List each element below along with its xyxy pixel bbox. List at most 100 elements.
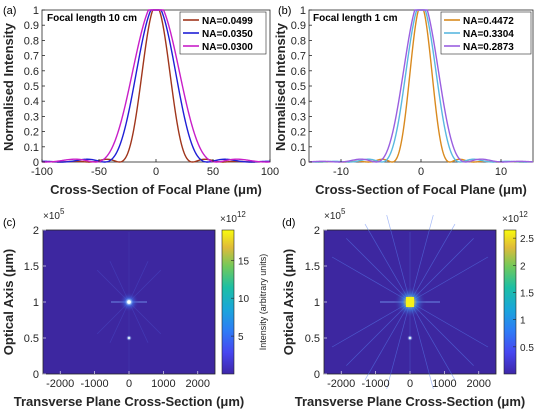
panel-c-colorbar-multiplier: ×1012 [220, 210, 246, 225]
y-tick-label: 0.2 [24, 127, 39, 139]
panel-d-tag: (d) [282, 217, 295, 229]
colorbar-tick-label: 0.5 [520, 343, 534, 354]
focal-peak [127, 300, 131, 304]
focal-peak [406, 297, 414, 307]
panel-b-y-ticks: 0 0.1 0.2 0.3 0.4 0.5 0.6 0.7 0.8 0.9 1 [291, 5, 312, 169]
series-line-2 [41, 9, 271, 163]
secondary-spot-core [128, 337, 130, 339]
x-tick-label: 0 [418, 166, 424, 178]
panel-b-legend-label-2: NA=0.2873 [463, 42, 514, 53]
colorbar-tick-label: 2 [520, 261, 526, 272]
panel-a-y-axis-label: Normalised Intensity [1, 22, 16, 151]
panel-a-x-axis-label: Cross-Section of Focal Plane (μm) [50, 182, 262, 197]
y-tick-label: 1 [314, 297, 320, 309]
series-line-2 [308, 9, 534, 163]
colorbar-tick-label: 15 [238, 256, 250, 267]
panel-a-line-chart: (a) -100 -50 0 50 100 0 0.1 0.2 0.3 0.4 0.5 0.6 0.7… [1, 5, 279, 197]
secondary-spot-core [409, 337, 411, 339]
panel-c-colorbar-label: Intensity (arbitrary units) [258, 254, 268, 351]
x-tick-label: -50 [91, 166, 107, 178]
panel-d-colorbar [503, 229, 517, 375]
panel-d-y-multiplier: ×105 [324, 207, 346, 222]
y-tick-label: 1 [300, 5, 306, 17]
panel-a-legend-label-0: NA=0.0499 [202, 16, 253, 27]
panel-d-intensity-spots [331, 214, 489, 390]
panel-b-x-ticks: -10 0 10 [333, 159, 507, 178]
x-tick-label: -1000 [362, 378, 390, 390]
y-tick-label: 0.5 [291, 81, 306, 93]
panel-c-x-axis-label: Transverse Plane Cross-Section (μm) [14, 394, 244, 409]
x-tick-label: 1000 [151, 378, 175, 390]
panel-a-x-ticks: -100 -50 0 50 100 [31, 159, 279, 178]
y-tick-label: 1 [33, 297, 39, 309]
colorbar-tick-label: 5 [238, 332, 244, 343]
panel-c-x-ticks: -2000 -1000 0 1000 2000 [46, 371, 210, 390]
panel-a-legend: NA=0.0499 NA=0.0350 NA=0.0300 [179, 11, 267, 55]
panel-d-colorbar-multiplier: ×1012 [502, 210, 528, 225]
panel-a-annotation: Focal length 10 cm [47, 13, 137, 24]
panel-c-y-axis-label: Optical Axis (μm) [1, 249, 16, 355]
panel-a-tag: (a) [3, 5, 16, 17]
panel-d-colorbar-ticks: 0.5 1 1.5 2 2.5 [513, 234, 534, 354]
y-tick-label: 0.5 [24, 333, 39, 345]
colorbar-tick-label: 1 [520, 316, 526, 327]
x-tick-label: -100 [31, 166, 53, 178]
panel-d-y-ticks: 0 0.5 1 1.5 2 [305, 225, 327, 381]
y-tick-label: 0.3 [24, 111, 39, 123]
y-tick-label: 0.4 [24, 96, 39, 108]
panel-d-heatmap: (d) ×105 -2000 -1000 0 1000 2000 0 0.5 1 1.5 2 T… [281, 207, 534, 409]
panel-c-tag: (c) [3, 217, 16, 229]
y-tick-label: 0 [314, 369, 320, 381]
panel-a-y-ticks: 0 0.1 0.2 0.3 0.4 0.5 0.6 0.7 0.8 0.9 1 [24, 5, 45, 169]
panel-c-colorbar-ticks: 5 10 15 [231, 256, 250, 343]
colorbar-tick-label: 2.5 [520, 234, 534, 245]
panel-b-line-chart: (b) -10 0 10 0 0.1 0.2 0.3 0.4 0.5 0.6 0.7 0.8 0.9 1… [273, 5, 534, 197]
y-tick-label: 0 [33, 369, 39, 381]
panel-b-annotation: Focal length 1 cm [313, 13, 398, 24]
panel-d-x-axis-label: Transverse Plane Cross-Section (μm) [295, 394, 525, 409]
x-tick-label: 0 [126, 378, 132, 390]
y-tick-label: 0.9 [291, 20, 306, 32]
y-tick-label: 0.1 [24, 142, 39, 154]
y-tick-label: 0.7 [24, 51, 39, 63]
x-tick-label: -2000 [327, 378, 355, 390]
panel-a-legend-label-2: NA=0.0300 [202, 42, 253, 53]
y-tick-label: 0.8 [291, 35, 306, 47]
y-tick-label: 0.3 [291, 111, 306, 123]
colorbar-tick-label: 1.5 [520, 288, 534, 299]
y-tick-label: 0.8 [24, 35, 39, 47]
panel-b-y-axis-label: Normalised Intensity [273, 22, 288, 151]
panel-c-y-ticks: 0 0.5 1 1.5 2 [24, 225, 46, 381]
y-tick-label: 0.1 [291, 142, 306, 154]
y-tick-label: 2 [33, 225, 39, 237]
x-tick-label: 100 [261, 166, 279, 178]
panel-b-tag: (b) [278, 5, 291, 17]
x-tick-label: 2000 [186, 378, 210, 390]
x-tick-label: -1000 [81, 378, 109, 390]
x-tick-label: 1000 [432, 378, 456, 390]
x-tick-label: -10 [333, 166, 349, 178]
panel-c-colorbar [221, 229, 235, 375]
y-tick-label: 0 [33, 157, 39, 169]
y-tick-label: 0.5 [24, 81, 39, 93]
colorbar-tick-label: 10 [238, 294, 250, 305]
panel-d-y-axis-label: Optical Axis (μm) [281, 249, 296, 355]
panel-b-series-lines [308, 9, 534, 163]
y-tick-label: 1 [33, 5, 39, 17]
x-tick-label: 10 [495, 166, 507, 178]
x-tick-label: 0 [153, 166, 159, 178]
x-tick-label: 2000 [467, 378, 491, 390]
y-tick-label: 0.6 [24, 66, 39, 78]
x-tick-label: -2000 [46, 378, 74, 390]
panel-b-legend-label-0: NA=0.4472 [463, 16, 514, 27]
panel-d-x-ticks: -2000 -1000 0 1000 2000 [327, 371, 491, 390]
y-tick-label: 0.9 [24, 20, 39, 32]
y-tick-label: 1.5 [24, 261, 39, 273]
y-tick-label: 0.2 [291, 127, 306, 139]
x-tick-label: 0 [407, 378, 413, 390]
panel-a-series-lines [41, 9, 271, 163]
y-tick-label: 0.7 [291, 51, 306, 63]
panel-c-heatmap: (c) ×105 -2000 -1000 0 1000 2000 0 0.5 1 1.5 2 T… [1, 207, 268, 409]
panel-c-intensity-spots [96, 232, 162, 372]
